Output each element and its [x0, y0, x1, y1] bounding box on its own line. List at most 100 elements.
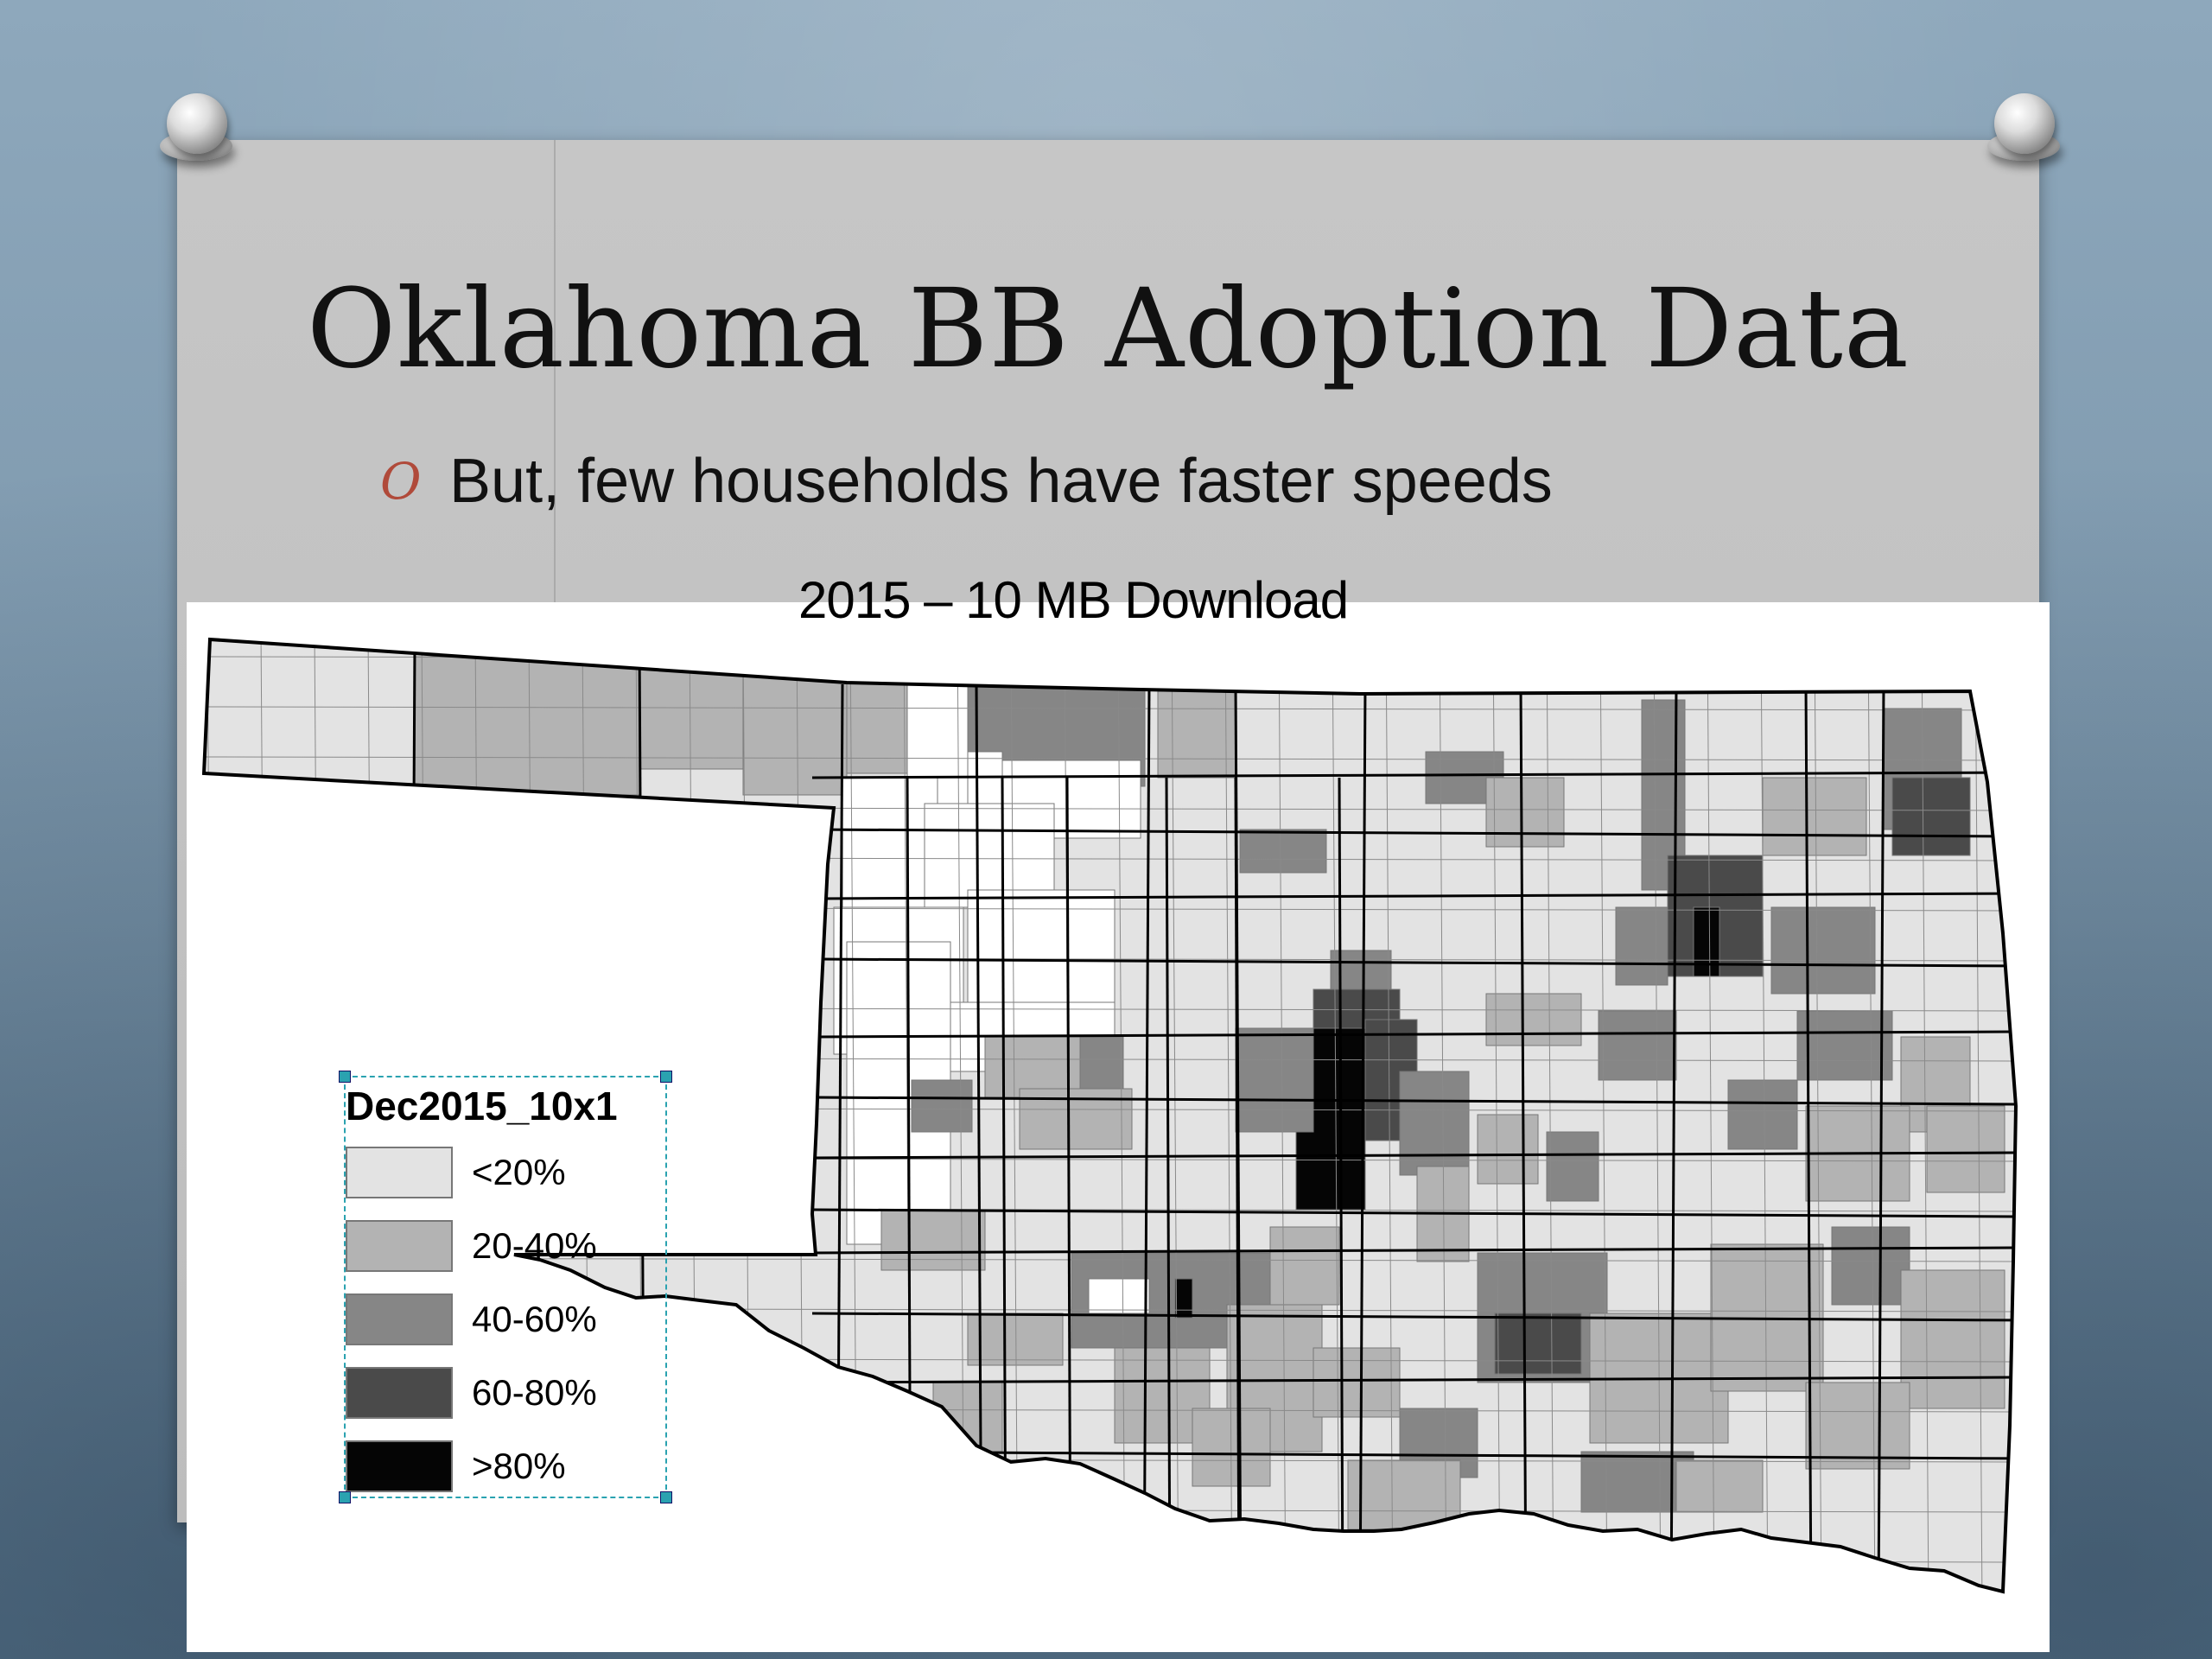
shaded-tract — [1088, 1278, 1150, 1314]
legend-label: <20% — [472, 1152, 566, 1192]
tract-line — [204, 1558, 2016, 1563]
tract-line — [1653, 639, 1662, 1592]
tract-line — [1760, 639, 1769, 1592]
shaded-tract — [1477, 1114, 1539, 1185]
legend-item: >80% — [346, 1440, 566, 1492]
legend-item: 40-60% — [346, 1294, 597, 1345]
shaded-tract — [1174, 1278, 1193, 1319]
county-line — [1804, 683, 1813, 1592]
legend-item: <20% — [346, 1147, 566, 1198]
tract-line — [1814, 639, 1822, 1592]
legend-item: 20-40% — [346, 1220, 597, 1272]
shaded-tract — [1235, 1027, 1314, 1133]
county-line — [811, 1246, 2016, 1255]
legend-label: 40-60% — [472, 1299, 597, 1339]
bullet-text: But, few households have faster speeds — [449, 447, 1553, 516]
shaded-tract — [1546, 1131, 1599, 1202]
tract-line — [1117, 639, 1126, 1592]
bullet-item: O But, few households have faster speeds — [380, 442, 1553, 520]
shaded-tract — [932, 1382, 1003, 1452]
shaded-tract — [1796, 1010, 1893, 1081]
tract-line — [1599, 639, 1608, 1592]
tract-line — [204, 706, 2016, 711]
paper-margin-line — [554, 140, 556, 624]
legend-swatch — [346, 1294, 453, 1345]
county-line — [1669, 683, 1678, 1592]
tract-line — [1492, 639, 1501, 1592]
county-line — [811, 1450, 2016, 1460]
tract-line — [1224, 639, 1233, 1592]
shaded-tract — [1805, 1382, 1910, 1470]
push-pin-right — [1987, 93, 2060, 166]
tract-line — [207, 639, 215, 1592]
county-line — [1358, 683, 1367, 1592]
county-line — [811, 1376, 2016, 1384]
selection-handle[interactable] — [339, 1491, 351, 1503]
tract-line — [1439, 639, 1447, 1592]
shaded-tract — [1239, 829, 1327, 874]
shaded-tract — [639, 664, 744, 770]
legend-swatch — [346, 1220, 453, 1272]
county-line — [811, 1030, 2016, 1039]
selection-handle[interactable] — [660, 1491, 672, 1503]
county-line — [811, 957, 2016, 968]
shaded-tract — [1675, 1459, 1764, 1513]
legend-swatch — [346, 1440, 453, 1492]
shaded-tract — [1762, 777, 1867, 856]
shaded-tract — [1727, 1079, 1798, 1150]
legend-title: Dec2015_10x1 — [346, 1084, 618, 1128]
map-legend: Dec2015_10x1 <20% 20-40% 40-60% 60-80% >… — [339, 1071, 672, 1503]
tract-line — [1546, 639, 1554, 1592]
shaded-tract — [1693, 906, 1720, 977]
county-line — [811, 892, 2016, 900]
shaded-tract — [1831, 1226, 1910, 1306]
shaded-tract — [1157, 690, 1236, 779]
tract-line — [1707, 639, 1715, 1592]
tract-line — [1867, 639, 1876, 1592]
tract-line — [1921, 639, 1929, 1592]
shaded-tract — [1770, 906, 1876, 995]
county-line — [1877, 683, 1885, 1592]
county-line — [811, 828, 2016, 838]
selection-handle[interactable] — [660, 1071, 672, 1083]
selection-handle[interactable] — [339, 1071, 351, 1083]
tract-line — [1385, 639, 1394, 1592]
tract-line — [1278, 639, 1287, 1592]
tract-line — [204, 756, 2016, 761]
shaded-tract — [1399, 1071, 1470, 1176]
shaded-tract — [911, 1079, 973, 1133]
legend-label: 20-40% — [472, 1225, 597, 1266]
tract-line — [1974, 639, 1983, 1592]
oklahoma-map — [202, 638, 2018, 1593]
shaded-tract — [414, 656, 640, 796]
shaded-tract — [1494, 1313, 1582, 1375]
county-line — [811, 1312, 2016, 1322]
shaded-tract — [1485, 777, 1565, 848]
county-line — [1165, 777, 1172, 1592]
push-pin-left — [160, 93, 232, 166]
tract-line — [1171, 639, 1179, 1592]
bullet-marker: O — [380, 452, 422, 511]
shaded-tract — [1347, 1459, 1461, 1530]
legend-item: 60-80% — [346, 1367, 597, 1419]
county-line — [811, 1096, 2016, 1106]
county-line — [1234, 777, 1241, 1592]
slide-title: Oklahoma BB Adoption Data — [306, 265, 1910, 392]
legend-label: 60-80% — [472, 1372, 597, 1413]
shaded-tract — [880, 1209, 986, 1271]
shaded-tract — [1926, 1105, 2005, 1193]
county-line — [1338, 777, 1344, 1592]
county-line — [811, 1208, 2016, 1218]
shaded-tract — [1079, 1036, 1124, 1090]
county-line — [811, 1151, 2016, 1160]
shaded-tract — [1615, 906, 1669, 986]
shaded-tract — [967, 1313, 1064, 1366]
shaded-tract — [1269, 1226, 1340, 1306]
tract-line — [1332, 639, 1340, 1592]
legend-swatch — [346, 1147, 453, 1198]
county-line — [1519, 683, 1528, 1592]
map-title: 2015 – 10 MB Download — [798, 571, 1349, 629]
shaded-tract — [1485, 993, 1582, 1046]
shaded-tract — [1313, 1347, 1401, 1418]
tract-line — [1010, 639, 1019, 1592]
